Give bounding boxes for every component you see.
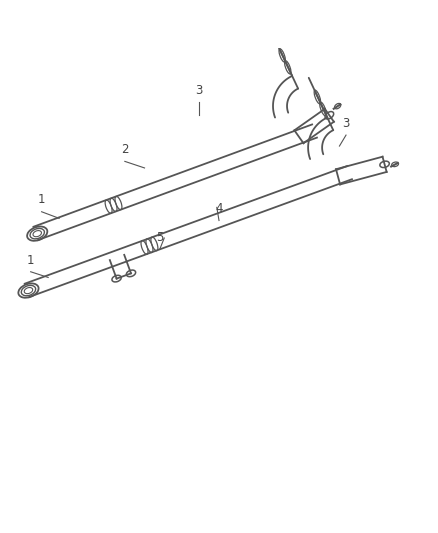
Text: 2: 2 (121, 143, 129, 156)
Text: 1: 1 (38, 193, 46, 206)
Text: 4: 4 (215, 202, 223, 215)
Text: 3: 3 (343, 117, 350, 130)
Text: 5: 5 (156, 231, 163, 244)
Text: 1: 1 (27, 254, 35, 266)
Text: 3: 3 (196, 84, 203, 97)
